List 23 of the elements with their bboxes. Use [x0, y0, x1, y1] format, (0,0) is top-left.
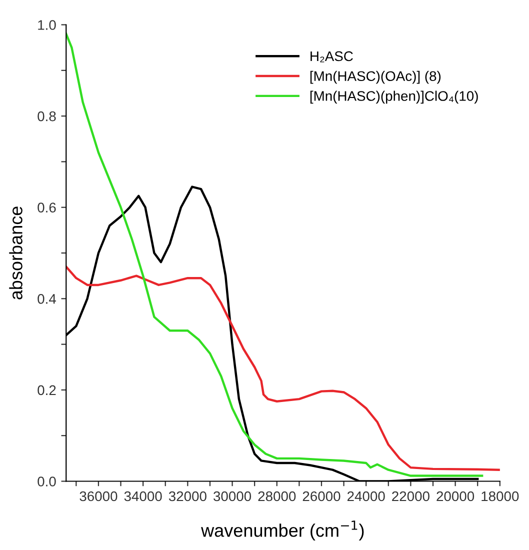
x-axis-title: wavenumber (cm$^{−1}$) — [201, 520, 364, 540]
x-tick-label: 24000 — [347, 491, 385, 502]
x-tick-label: 36000 — [80, 491, 118, 502]
y-tick-label: 0.6 — [38, 202, 56, 213]
x-tick-label: 22000 — [392, 491, 430, 502]
legend-label: [Mn(HASC)(phen)]ClO₄(10) — [310, 90, 478, 104]
x-tick-label: 18000 — [482, 491, 519, 502]
legend-label: [Mn(HASC)(OAc)] (8) — [310, 70, 441, 84]
y-tick-label: 1.0 — [38, 20, 56, 30]
y-tick-label: 0.2 — [38, 385, 56, 396]
x-tick-label: 20000 — [436, 491, 474, 502]
x-tick-label: 32000 — [168, 491, 206, 502]
y-tick-label: 0.0 — [38, 476, 56, 486]
y-tick-label: 0.4 — [38, 294, 56, 304]
line-series — [66, 32, 484, 477]
y-axis-title: absorbance — [9, 206, 22, 300]
x-tick-label: 30000 — [214, 491, 252, 502]
y-tick-label: 0.8 — [38, 111, 56, 122]
x-tick-label: 26000 — [302, 491, 340, 502]
x-tick-label: 34000 — [124, 491, 162, 502]
line-series — [66, 266, 500, 471]
x-tick-label: 28000 — [258, 491, 296, 502]
legend-label: H₂ASC — [310, 51, 353, 62]
